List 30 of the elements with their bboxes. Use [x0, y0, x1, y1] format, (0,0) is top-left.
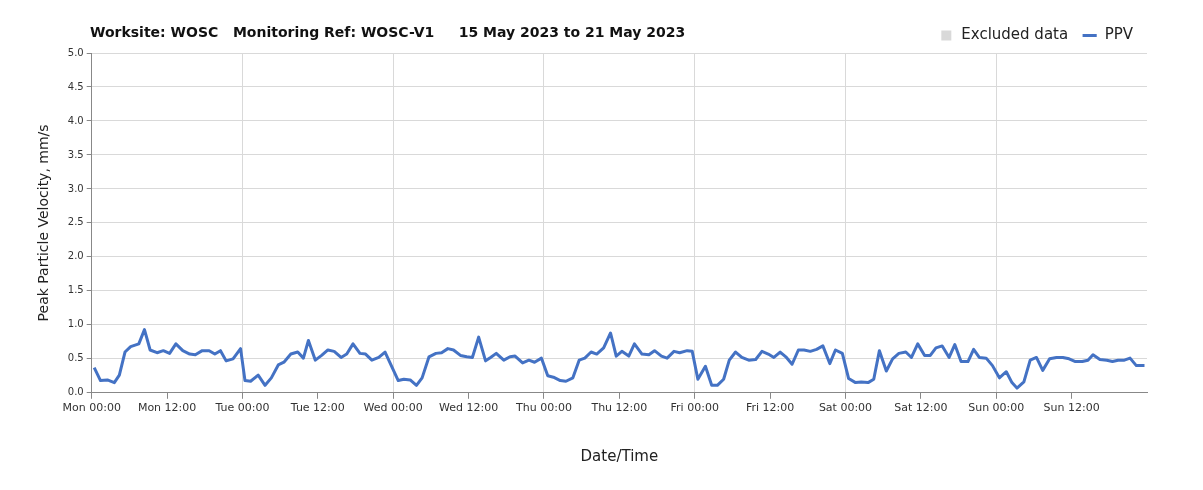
x-tick-label: Tue 12:00: [289, 401, 345, 415]
x-tick-label: Mon 00:00: [62, 401, 121, 415]
x-tick-label: Sat 12:00: [894, 401, 948, 415]
x-tick-label: Sun 00:00: [968, 401, 1025, 415]
y-tick-label: 5.0: [67, 46, 84, 58]
x-tick-label: Mon 12:00: [137, 401, 197, 415]
x-tick-label: Wed 12:00: [439, 401, 499, 415]
y-tick-label: 3.5: [67, 148, 84, 160]
y-tick-label: 2.0: [67, 250, 84, 262]
y-axis-title: Peak Particle Velocity, mm/s: [35, 124, 52, 322]
y-tick-label: 4.5: [67, 80, 84, 92]
y-tick-label: 1.0: [67, 318, 84, 330]
x-tick-label: Tue 00:00: [214, 401, 270, 415]
x-axis-title: Date/Time: [580, 446, 659, 465]
x-tick-label: Fri 12:00: [745, 401, 795, 415]
chart-title: Worksite: WOSC Monitoring Ref: WOSC-V1 15 May 2023 to 21 May 2023: [90, 23, 686, 40]
y-tick-label: 4.0: [67, 114, 84, 126]
x-tick-label: Thu 12:00: [590, 401, 648, 415]
legend-label: Excluded data: [961, 25, 1069, 44]
y-tick-label: 2.5: [67, 216, 84, 228]
x-tick-label: Sun 12:00: [1043, 401, 1100, 415]
x-tick-label: Wed 00:00: [363, 401, 423, 415]
x-tick-label: Thu 00:00: [515, 401, 572, 415]
y-tick-label: 0.0: [67, 386, 84, 398]
x-tick-label: Fri 00:00: [670, 401, 719, 415]
y-tick-label: 3.0: [67, 182, 84, 194]
x-tick-label: Sat 00:00: [818, 401, 873, 415]
y-tick-label: 0.5: [67, 352, 84, 364]
y-tick-label: 1.5: [67, 284, 84, 296]
legend-label: PPV: [1104, 25, 1134, 44]
